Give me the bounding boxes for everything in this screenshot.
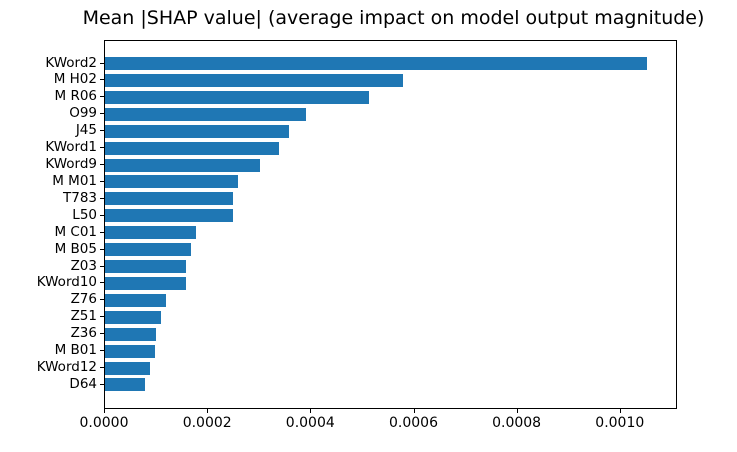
- bar-kword9: [105, 158, 260, 172]
- bar-z76: [105, 293, 167, 307]
- bar-m-c01: [105, 226, 197, 240]
- bar-o99: [105, 107, 306, 121]
- y-tick-label-o99: O99: [69, 105, 97, 122]
- bar-t783: [105, 192, 234, 206]
- plot-area: [104, 40, 677, 409]
- y-axis-tick: [100, 113, 104, 115]
- y-axis-tick: [100, 79, 104, 81]
- bar-m-b05: [105, 243, 191, 257]
- x-axis-tick: [310, 409, 312, 413]
- y-tick-label-m-m01: M M01: [52, 172, 97, 189]
- y-tick-label-m-h02: M H02: [53, 71, 97, 88]
- x-tick-label-0.0008: 0.0008: [492, 415, 542, 431]
- x-tick-label-0.0002: 0.0002: [182, 415, 232, 431]
- y-axis-tick: [100, 265, 104, 267]
- y-tick-label-m-b05: M B05: [54, 240, 97, 257]
- y-axis-tick: [100, 316, 104, 318]
- bar-m-m01: [105, 175, 238, 189]
- y-tick-label-d64: D64: [69, 375, 97, 392]
- chart-title: Mean |SHAP value| (average impact on mod…: [82, 7, 705, 29]
- y-axis-tick: [100, 282, 104, 284]
- x-tick-label-0.0006: 0.0006: [389, 415, 438, 431]
- y-tick-label-z36: Z36: [70, 325, 97, 342]
- x-tick-label-0.0000: 0.0000: [79, 415, 129, 431]
- y-tick-label-m-c01: M C01: [54, 223, 97, 240]
- x-axis-tick: [619, 409, 621, 413]
- y-tick-label-z76: Z76: [70, 291, 97, 308]
- y-tick-label-kword12: KWord12: [36, 359, 97, 376]
- bar-z51: [105, 310, 161, 324]
- y-axis-tick: [100, 299, 104, 301]
- y-tick-label-l50: L50: [72, 206, 97, 223]
- x-axis-tick: [516, 409, 518, 413]
- bar-m-h02: [105, 73, 404, 87]
- y-tick-label-kword2: KWord2: [45, 54, 97, 71]
- y-tick-label-kword1: KWord1: [45, 139, 97, 156]
- y-tick-label-j45: J45: [75, 122, 97, 139]
- y-tick-label-z51: Z51: [70, 308, 97, 325]
- bar-d64: [105, 378, 145, 392]
- y-axis-tick: [100, 383, 104, 385]
- y-tick-label-kword10: KWord10: [36, 274, 97, 291]
- y-axis-tick: [100, 367, 104, 369]
- y-axis-tick: [100, 147, 104, 149]
- y-axis-tick: [100, 130, 104, 132]
- bar-kword12: [105, 361, 151, 375]
- bar-kword1: [105, 141, 279, 155]
- y-axis-tick: [100, 231, 104, 233]
- y-axis-tick: [100, 333, 104, 335]
- y-axis-tick: [100, 62, 104, 64]
- y-axis-tick: [100, 197, 104, 199]
- x-tick-label-0.0004: 0.0004: [285, 415, 335, 431]
- x-axis-tick: [104, 409, 105, 413]
- bar-m-r06: [105, 90, 369, 104]
- y-axis-tick: [100, 180, 104, 182]
- bar-m-b01: [105, 344, 155, 358]
- bar-z03: [105, 260, 186, 274]
- bar-j45: [105, 124, 290, 138]
- y-axis-tick: [100, 350, 104, 352]
- x-tick-label-0.0010: 0.0010: [595, 415, 645, 431]
- x-axis-tick: [413, 409, 415, 413]
- bar-kword10: [105, 276, 186, 290]
- bar-l50: [105, 209, 233, 223]
- y-axis-tick: [100, 248, 104, 250]
- bar-z36: [105, 327, 156, 341]
- y-axis-tick: [100, 214, 104, 216]
- bar-kword2: [105, 57, 647, 70]
- y-axis-tick: [100, 96, 104, 98]
- y-axis-tick: [100, 164, 104, 166]
- y-tick-label-m-b01: M B01: [54, 342, 97, 359]
- y-tick-label-m-r06: M R06: [54, 88, 98, 105]
- y-tick-label-kword9: KWord9: [45, 156, 97, 173]
- y-tick-label-z03: Z03: [70, 257, 97, 274]
- y-tick-label-t783: T783: [62, 189, 97, 206]
- x-axis-tick: [207, 409, 209, 413]
